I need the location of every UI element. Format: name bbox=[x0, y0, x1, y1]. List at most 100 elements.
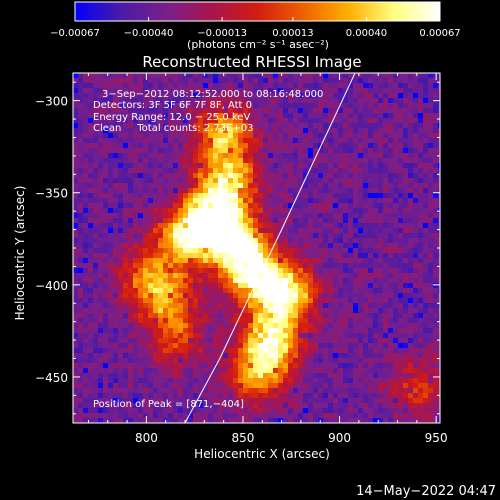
heatmap-cell bbox=[158, 288, 164, 294]
heatmap-cell bbox=[313, 313, 319, 319]
heatmap-cell bbox=[323, 143, 329, 149]
heatmap-cell bbox=[193, 168, 199, 174]
heatmap-cell bbox=[138, 398, 144, 404]
heatmap-cell bbox=[288, 228, 294, 234]
heatmap-cell bbox=[88, 253, 94, 259]
heatmap-cell bbox=[228, 363, 234, 369]
heatmap-cell bbox=[258, 378, 264, 384]
heatmap-cell bbox=[248, 193, 254, 199]
heatmap-cell bbox=[443, 393, 448, 398]
heatmap-cell bbox=[173, 168, 179, 174]
heatmap-cell bbox=[398, 333, 404, 339]
heatmap-cell bbox=[398, 238, 404, 244]
heatmap-cell bbox=[153, 103, 159, 109]
heatmap-cell bbox=[298, 273, 304, 279]
heatmap-cell bbox=[343, 158, 349, 164]
heatmap-cell bbox=[208, 133, 214, 139]
heatmap-cell bbox=[168, 278, 174, 284]
heatmap-cell bbox=[318, 318, 324, 324]
heatmap-cell bbox=[298, 203, 304, 209]
heatmap-cell bbox=[148, 198, 154, 204]
heatmap-cell bbox=[278, 293, 284, 299]
heatmap-cell bbox=[108, 88, 114, 94]
heatmap-cell bbox=[98, 353, 104, 359]
heatmap-cell bbox=[378, 88, 384, 94]
heatmap-cell bbox=[168, 148, 174, 154]
heatmap-cell bbox=[433, 253, 439, 259]
heatmap-cell bbox=[308, 383, 314, 389]
heatmap-cell bbox=[168, 223, 174, 229]
heatmap-cell bbox=[208, 223, 214, 229]
heatmap-cell bbox=[78, 303, 84, 309]
heatmap-cell bbox=[268, 153, 274, 159]
heatmap-cell bbox=[443, 323, 448, 328]
heatmap-cell bbox=[188, 108, 194, 114]
heatmap-cell bbox=[278, 173, 284, 179]
heatmap-cell bbox=[218, 228, 224, 234]
heatmap-cell bbox=[103, 253, 109, 259]
heatmap-cell bbox=[218, 388, 224, 394]
heatmap-cell bbox=[233, 353, 239, 359]
heatmap-cell bbox=[88, 143, 94, 149]
heatmap-cell bbox=[383, 238, 389, 244]
heatmap-pixels bbox=[73, 73, 448, 423]
heatmap-cell bbox=[358, 378, 364, 384]
heatmap-cell bbox=[318, 298, 324, 304]
heatmap-cell bbox=[118, 188, 124, 194]
heatmap-cell bbox=[188, 183, 194, 189]
heatmap-cell bbox=[188, 198, 194, 204]
heatmap-cell bbox=[128, 333, 134, 339]
heatmap-cell bbox=[133, 338, 139, 344]
heatmap-cell bbox=[168, 118, 174, 124]
heatmap-cell bbox=[98, 193, 104, 199]
heatmap-cell bbox=[403, 188, 409, 194]
heatmap-cell bbox=[253, 103, 259, 109]
heatmap-cell bbox=[213, 183, 219, 189]
heatmap-cell bbox=[378, 368, 384, 374]
heatmap-cell bbox=[418, 173, 424, 179]
heatmap-cell bbox=[113, 328, 119, 334]
heatmap-cell bbox=[353, 378, 359, 384]
heatmap-cell bbox=[298, 223, 304, 229]
heatmap-cell bbox=[163, 348, 169, 354]
heatmap-cell bbox=[228, 143, 234, 149]
heatmap-cell bbox=[248, 238, 254, 244]
heatmap-cell bbox=[103, 298, 109, 304]
heatmap-cell bbox=[308, 388, 314, 394]
heatmap-cell bbox=[138, 93, 144, 99]
heatmap-cell bbox=[273, 333, 279, 339]
heatmap-cell bbox=[273, 298, 279, 304]
heatmap-cell bbox=[213, 313, 219, 319]
heatmap-cell bbox=[273, 73, 279, 79]
heatmap-cell bbox=[413, 228, 419, 234]
heatmap-cell bbox=[423, 218, 429, 224]
heatmap-cell bbox=[148, 83, 154, 89]
heatmap-cell bbox=[228, 233, 234, 239]
heatmap-cell bbox=[178, 213, 184, 219]
heatmap-cell bbox=[308, 278, 314, 284]
heatmap-cell bbox=[328, 243, 334, 249]
heatmap-cell bbox=[128, 318, 134, 324]
heatmap-cell bbox=[418, 378, 424, 384]
heatmap-cell bbox=[233, 183, 239, 189]
heatmap-cell bbox=[218, 93, 224, 99]
heatmap-cell bbox=[363, 358, 369, 364]
heatmap-cell bbox=[288, 348, 294, 354]
heatmap-cell bbox=[118, 123, 124, 129]
heatmap-cell bbox=[143, 228, 149, 234]
heatmap-cell bbox=[393, 363, 399, 369]
heatmap-cell bbox=[218, 143, 224, 149]
heatmap-cell bbox=[183, 78, 189, 84]
heatmap-cell bbox=[318, 198, 324, 204]
heatmap-cell bbox=[198, 243, 204, 249]
heatmap-cell bbox=[308, 218, 314, 224]
heatmap-cell bbox=[338, 238, 344, 244]
heatmap-cell bbox=[363, 88, 369, 94]
heatmap-cell bbox=[283, 118, 289, 124]
heatmap-cell bbox=[203, 323, 209, 329]
heatmap-cell bbox=[208, 308, 214, 314]
heatmap-cell bbox=[298, 118, 304, 124]
heatmap-cell bbox=[338, 123, 344, 129]
heatmap-cell bbox=[88, 98, 94, 104]
heatmap-cell bbox=[373, 303, 379, 309]
